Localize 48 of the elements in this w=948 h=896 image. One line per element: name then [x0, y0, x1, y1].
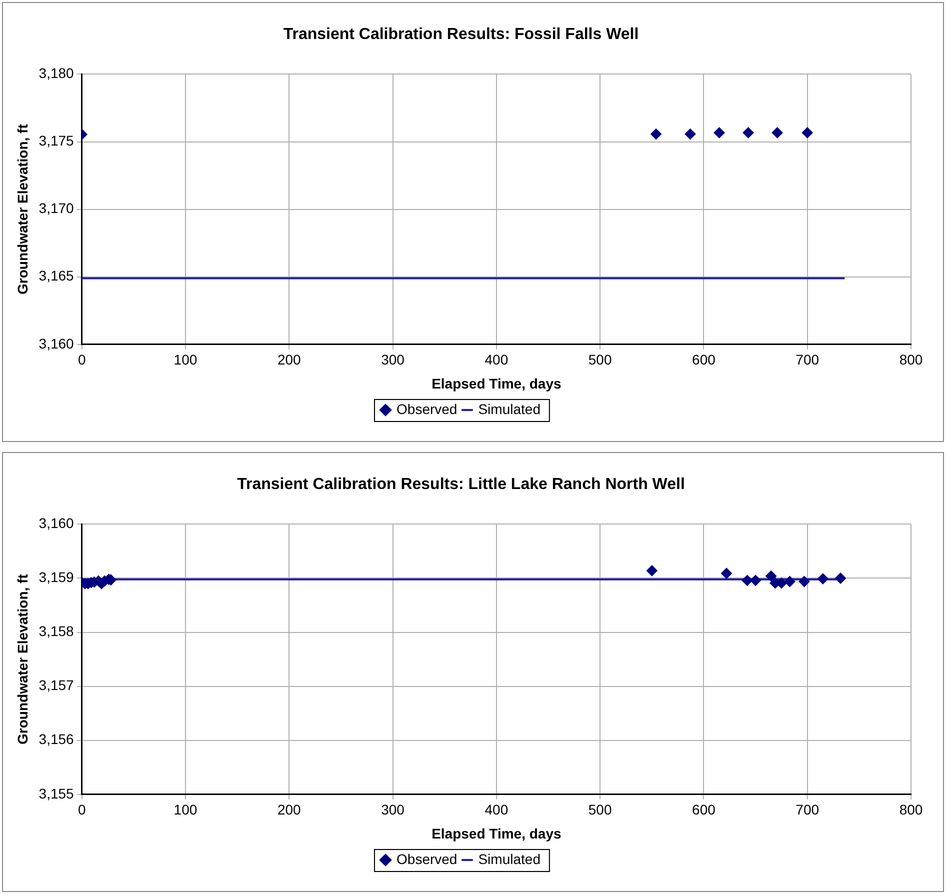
x-tick-label: 700	[796, 802, 820, 818]
x-tick-label: 100	[174, 352, 198, 368]
y-tick-label: 3,170	[38, 200, 74, 216]
x-tick-label: 300	[381, 352, 405, 368]
y-tick-label: 3,158	[38, 623, 74, 640]
legend-label: Observed	[396, 400, 458, 417]
x-tick-label: 400	[484, 352, 508, 368]
y-tick-label: 3,175	[38, 132, 74, 149]
point	[798, 576, 810, 587]
chart-title: Transient Calibration Results: Fossil Falls Well	[283, 26, 639, 44]
y-axis-title: Groundwater Elevation, ft	[14, 574, 30, 744]
x-tick-label: 600	[692, 352, 716, 368]
legend-label: Simulated	[478, 400, 540, 417]
y-tick-label: 3,157	[38, 677, 74, 694]
chart-title: Transient Calibration Results: Little Lake Ranch North Well	[237, 476, 685, 494]
point	[646, 565, 658, 576]
point	[817, 573, 828, 584]
x-tick-label: 400	[484, 802, 508, 818]
y-axis-title: Groundwater Elevation, ft	[14, 124, 30, 294]
x-tick-label: 200	[277, 802, 302, 818]
x-tick-label: 100	[174, 802, 198, 818]
y-tick-label: 3,180	[38, 65, 74, 82]
x-tick-label: 800	[899, 352, 923, 368]
point	[835, 572, 846, 584]
x-tick-label: 800	[899, 802, 923, 818]
y-tick-label: 3,165	[38, 268, 74, 284]
point	[784, 576, 796, 587]
point	[742, 574, 753, 586]
y-tick-label: 3,156	[38, 731, 74, 748]
x-tick-label: 0	[78, 352, 86, 368]
x-tick-label: 500	[588, 802, 612, 818]
x-tick-label: 0	[78, 802, 86, 818]
y-tick-label: 3,159	[38, 569, 74, 586]
point	[721, 568, 732, 579]
x-tick-label: 600	[692, 802, 716, 818]
legend-label: Observed	[396, 850, 458, 867]
x-tick-label: 300	[381, 802, 405, 818]
x-tick-label: 200	[277, 352, 302, 368]
x-axis-title: Elapsed Time, days	[432, 375, 562, 392]
legend-label: Simulated	[478, 850, 540, 867]
x-tick-label: 500	[588, 352, 612, 368]
y-tick-label: 3,160	[38, 335, 74, 352]
x-axis-title: Elapsed Time, days	[432, 825, 562, 842]
y-tick-label: 3,155	[38, 785, 74, 802]
point	[766, 570, 777, 582]
x-tick-label: 700	[796, 352, 820, 368]
y-tick-label: 3,160	[38, 515, 74, 532]
point	[750, 574, 762, 586]
